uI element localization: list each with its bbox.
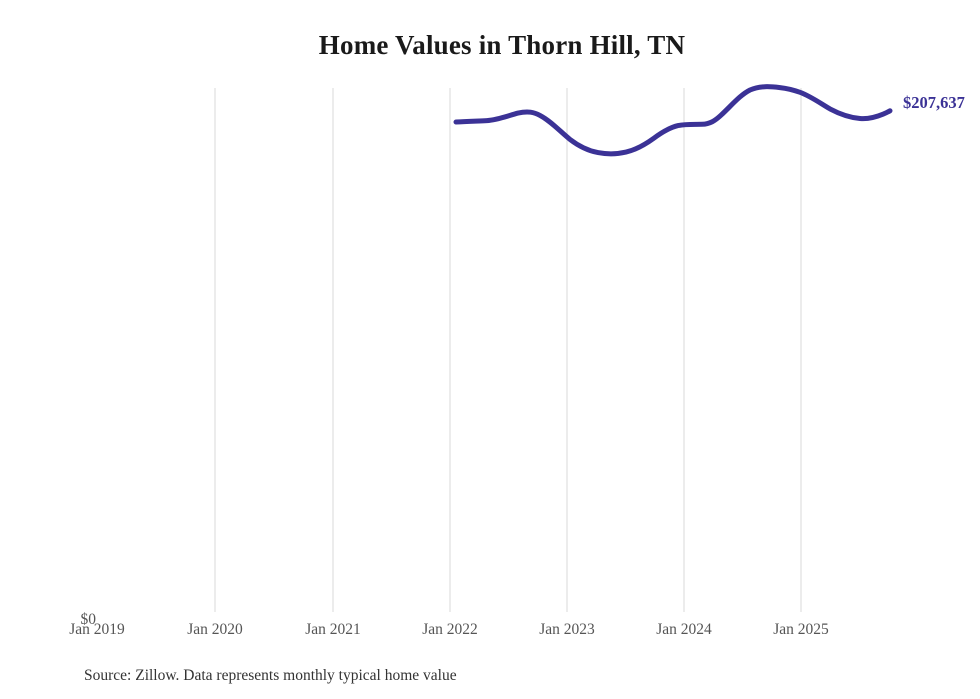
end-value-label: $207,637 [903,93,965,112]
y-axis-tick-zero: $0 [80,611,97,628]
gridlines [214,88,802,612]
x-axis-tick-jan-2024: Jan 2024 [656,621,712,638]
source-footnote: Source: Zillow. Data represents monthly … [84,667,457,684]
x-axis-tick-jan-2020: Jan 2020 [187,621,243,638]
x-axis-tick-jan-2021: Jan 2021 [305,621,361,638]
chart-title: Home Values in Thorn Hill, TN [318,30,686,60]
x-axis-tick-jan-2019: Jan 2019 [69,621,125,638]
x-axis-tick-jan-2025: Jan 2025 [773,621,829,638]
x-axis-tick-jan-2023: Jan 2023 [539,621,595,638]
x-axis-tick-jan-2022: Jan 2022 [422,621,478,638]
series-line-typical-home-value [453,84,893,157]
